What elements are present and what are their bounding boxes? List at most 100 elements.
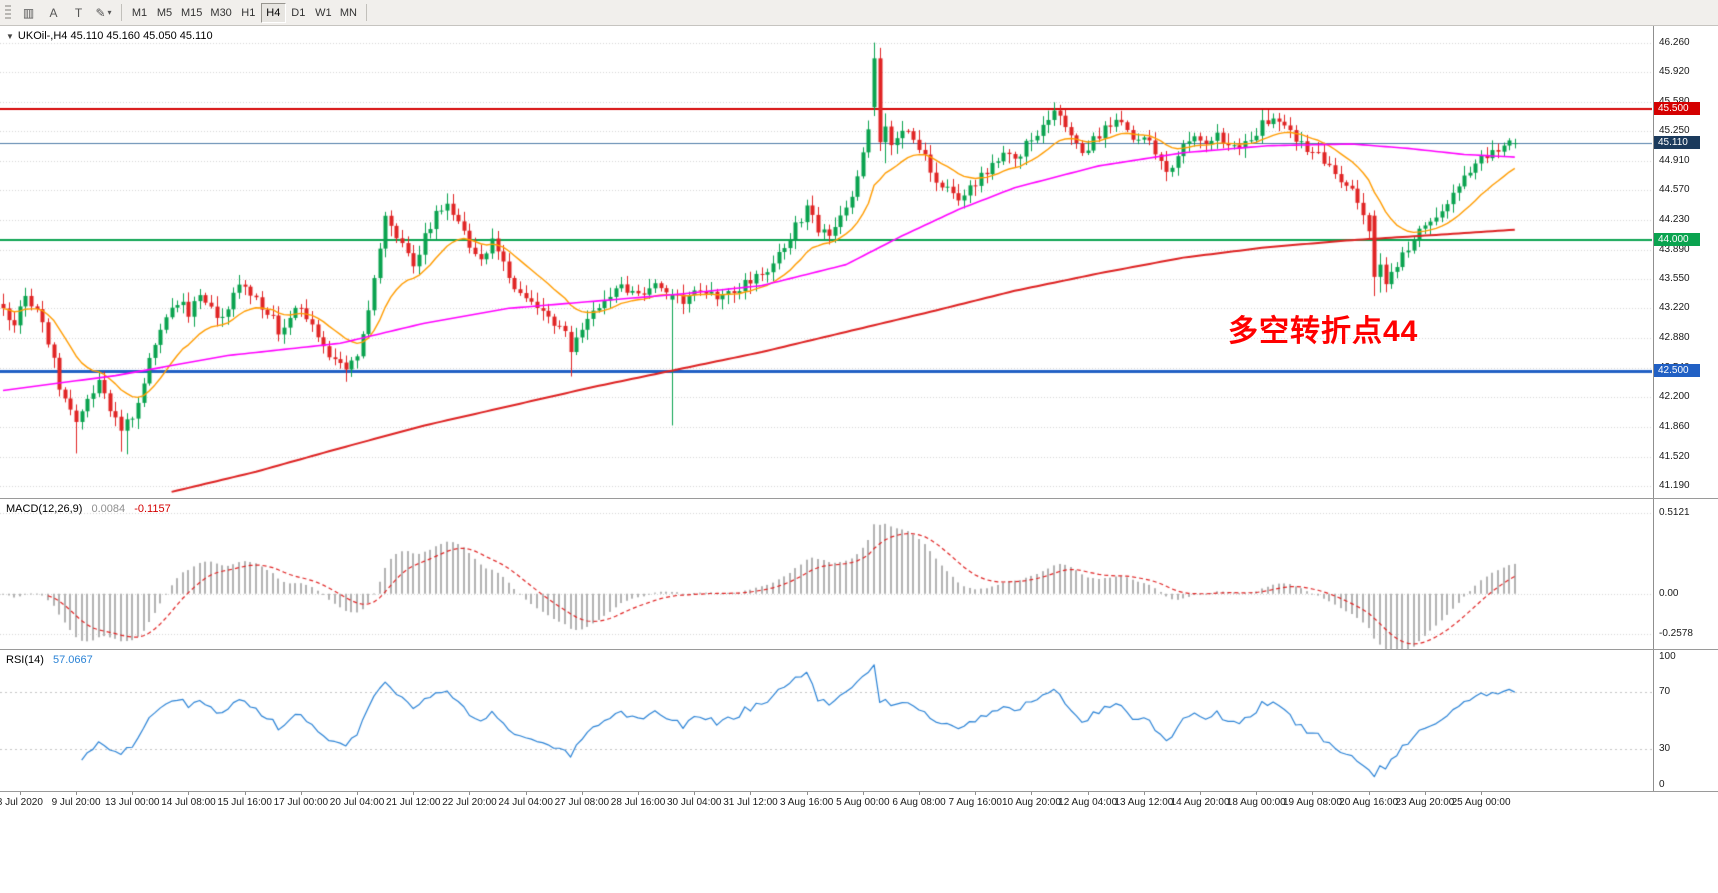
- chart-window-icon[interactable]: ▥: [22, 5, 35, 20]
- price-axis-label: 44.230: [1659, 214, 1690, 226]
- time-axis-tick: [1144, 792, 1145, 795]
- price-chart-canvas[interactable]: [0, 26, 1652, 498]
- time-axis-label: 9 Jul 20:00: [51, 797, 101, 808]
- price-axis-label: 44.910: [1659, 154, 1690, 166]
- time-axis-tick: [1088, 792, 1089, 795]
- time-axis-label: 12 Aug 04:00: [1058, 797, 1118, 808]
- time-axis-tick: [807, 792, 808, 795]
- panel-separator[interactable]: [0, 498, 1718, 499]
- tool-buttons: ▥ A T ✎ ▾: [16, 3, 116, 23]
- time-axis-label: 22 Jul 20:00: [442, 797, 497, 808]
- price-axis-label: 43.550: [1659, 273, 1690, 285]
- timeframe-m30-button[interactable]: M30: [210, 6, 232, 19]
- time-axis-tick: [1312, 792, 1313, 795]
- time-axis-label: 3 Aug 16:00: [779, 797, 834, 808]
- time-axis-tick: [1031, 792, 1032, 795]
- price-axis-label: 44.570: [1659, 184, 1690, 196]
- time-axis-tick: [188, 792, 189, 795]
- hline-price-badge: 45.500: [1654, 102, 1700, 116]
- time-axis-label: 13 Jul 00:00: [105, 797, 160, 808]
- timeframe-w1-button[interactable]: W1: [315, 6, 332, 19]
- time-axis-tick: [1256, 792, 1257, 795]
- timeframe-d1-button[interactable]: D1: [291, 6, 306, 19]
- timeframe-m15-button[interactable]: M15: [181, 6, 203, 19]
- macd-axis-label: 0.00: [1659, 587, 1679, 599]
- toolbar-separator-2: [365, 4, 367, 21]
- price-axis-label: 45.250: [1659, 124, 1690, 136]
- timeframe-m5-button[interactable]: M5: [156, 6, 173, 19]
- macd-canvas[interactable]: [0, 499, 1652, 649]
- timeframe-m1-button[interactable]: M1: [131, 6, 148, 19]
- macd-main-value: 0.0084: [91, 503, 126, 515]
- time-axis-label: 14 Aug 20:00: [1170, 797, 1230, 808]
- rsi-axis-label: 100: [1659, 651, 1676, 662]
- price-axis-label: 41.860: [1659, 421, 1690, 433]
- cursor-tool[interactable]: A: [49, 5, 58, 20]
- timeframe-h4-button[interactable]: H4: [260, 2, 286, 23]
- rsi-canvas[interactable]: [0, 650, 1652, 791]
- annotation-text[interactable]: 多空转折点44: [1228, 315, 1419, 348]
- time-axis-label: 20 Jul 04:00: [329, 797, 385, 808]
- price-panel: 46.260 45.920 45.580 45.250 44.910 44.570 44.2…: [0, 26, 1718, 498]
- macd-axis-label: 0.5121: [1659, 506, 1690, 518]
- rsi-axis-label: 30: [1659, 742, 1671, 754]
- time-axis-label: 21 Jul 12:00: [386, 797, 441, 808]
- time-axis-label: 20 Aug 16:00: [1339, 797, 1399, 808]
- price-axis-label: 42.200: [1659, 391, 1690, 403]
- macd-axis: 0.5121 0.00 -0.2578: [1653, 499, 1718, 649]
- rsi-panel: 100 70 30 0 RSI(14) 57.0667: [0, 650, 1718, 791]
- time-axis-tick: [1481, 792, 1482, 795]
- price-axis-label: 43.890: [1659, 243, 1690, 255]
- rsi-axis-label: 0: [1659, 779, 1665, 790]
- time-axis-label: 13 Aug 12:00: [1114, 797, 1174, 808]
- rsi-axis: 100 70 30 0: [1653, 650, 1718, 791]
- timeframe-h1-button[interactable]: H1: [241, 6, 256, 19]
- time-axis-tick: [638, 792, 639, 795]
- time-axis-tick: [76, 792, 77, 795]
- time-axis-tick: [357, 792, 358, 795]
- time-axis: 8 Jul 2020 9 Jul 20:00 13 Jul 00:00 14 Jul …: [0, 791, 1718, 813]
- time-axis-tick: [975, 792, 976, 795]
- toolbar-separator: [121, 4, 122, 21]
- time-axis-label: 30 Jul 04:00: [667, 797, 722, 808]
- time-axis-tick: [750, 792, 751, 795]
- time-axis-tick: [919, 792, 920, 795]
- price-axis-label: 46.260: [1659, 36, 1690, 48]
- time-axis-label: 17 Jul 00:00: [273, 797, 329, 808]
- time-axis-label: 5 Aug 00:00: [836, 797, 890, 808]
- timeframe-mn-button[interactable]: MN: [339, 6, 357, 19]
- time-axis-tick: [526, 792, 527, 795]
- bid-price-badge: 45.110: [1654, 136, 1700, 150]
- macd-label: MACD(12,26,9): [6, 503, 83, 515]
- time-axis-label: 10 Aug 20:00: [1001, 797, 1061, 808]
- macd-panel: 0.5121 0.00 -0.2578 MACD(12,26,9) 0.0084 -…: [0, 499, 1718, 649]
- time-axis-tick: [245, 792, 246, 795]
- rsi-axis-label: 70: [1659, 686, 1671, 698]
- macd-panel-header: MACD(12,26,9) 0.0084 -0.1157: [6, 503, 171, 515]
- time-axis-label: 31 Jul 12:00: [723, 797, 778, 808]
- time-axis-label: 19 Aug 08:00: [1282, 797, 1342, 808]
- hline-price-badge: 44.000: [1654, 233, 1700, 247]
- macd-axis-label: -0.2578: [1659, 628, 1693, 640]
- panel-separator[interactable]: [0, 649, 1718, 650]
- time-axis-label: 23 Aug 20:00: [1395, 797, 1455, 808]
- drawing-tool-caret-icon[interactable]: ▾: [107, 8, 112, 17]
- text-tool[interactable]: T: [74, 5, 83, 20]
- toolbar: ▥ A T ✎ ▾ M1 M5 M15 M30 H1 H4 D1 W1 MN: [0, 0, 1718, 26]
- drawing-tool[interactable]: ✎ ▾: [95, 5, 112, 20]
- one-click-trading-icon[interactable]: ▼: [6, 32, 14, 41]
- toolbar-grip[interactable]: [5, 4, 11, 21]
- rsi-panel-header: RSI(14) 57.0667: [6, 654, 93, 666]
- time-axis-label: 15 Jul 16:00: [217, 797, 272, 808]
- time-axis-label: 14 Jul 08:00: [161, 797, 216, 808]
- price-panel-header: ▼ UKOil-,H4 45.110 45.160 45.050 45.110: [6, 30, 213, 42]
- time-axis-tick: [1369, 792, 1370, 795]
- time-axis-tick: [694, 792, 695, 795]
- time-axis-tick: [863, 792, 864, 795]
- timeframe-buttons: M1 M5 M15 M30 H1 H4 D1 W1 MN: [127, 2, 361, 23]
- rsi-label: RSI(14): [6, 654, 44, 666]
- time-axis-tick: [301, 792, 302, 795]
- time-axis-label: 6 Aug 08:00: [892, 797, 946, 808]
- time-axis-label: 25 Aug 00:00: [1451, 797, 1511, 808]
